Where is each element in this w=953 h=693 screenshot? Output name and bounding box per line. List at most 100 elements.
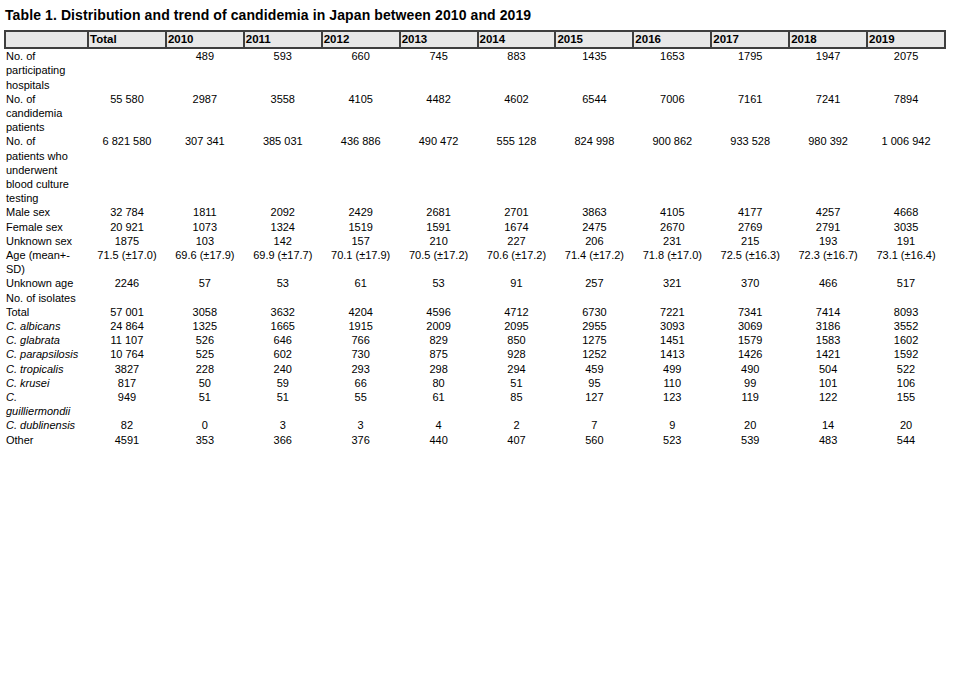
row-label: No. of isolates bbox=[5, 291, 88, 305]
table-cell: 57 001 bbox=[88, 305, 166, 319]
table-cell: 900 862 bbox=[633, 134, 711, 205]
table-cell: 766 bbox=[322, 333, 400, 347]
table-cell bbox=[244, 291, 322, 305]
table-cell: 829 bbox=[400, 333, 478, 347]
table-cell: 3863 bbox=[555, 205, 633, 219]
table-cell: 72.3 (±16.7) bbox=[789, 248, 867, 276]
table-cell bbox=[789, 291, 867, 305]
table-cell: 2429 bbox=[322, 205, 400, 219]
table-row: Other4591353366376440407560523539483544 bbox=[5, 433, 945, 447]
table-row: No. of patients who underwent blood cult… bbox=[5, 134, 945, 205]
table-cell: 53 bbox=[400, 276, 478, 290]
table-cell: 2009 bbox=[400, 319, 478, 333]
table-cell: 525 bbox=[166, 347, 244, 361]
table-cell: 51 bbox=[166, 390, 244, 418]
table-cell: 555 128 bbox=[478, 134, 556, 205]
table-cell: 4591 bbox=[88, 433, 166, 447]
row-label: Male sex bbox=[5, 205, 88, 219]
table-cell: 1275 bbox=[555, 333, 633, 347]
table-cell: 1426 bbox=[711, 347, 789, 361]
table-row: No. of participating hospitals4895936607… bbox=[5, 48, 945, 92]
row-label: C. albicans bbox=[5, 319, 88, 333]
table-cell: 3558 bbox=[244, 92, 322, 135]
table-cell: 3827 bbox=[88, 362, 166, 376]
column-header: 2017 bbox=[711, 31, 789, 48]
table-cell: 949 bbox=[88, 390, 166, 418]
table-cell: 490 472 bbox=[400, 134, 478, 205]
column-header: Total bbox=[88, 31, 166, 48]
column-header: 2016 bbox=[633, 31, 711, 48]
table-cell: 0 bbox=[166, 418, 244, 432]
table-cell: 69.6 (±17.9) bbox=[166, 248, 244, 276]
table-row: C. krusei81750596680519511099101106 bbox=[5, 376, 945, 390]
table-cell: 95 bbox=[555, 376, 633, 390]
table-cell: 3093 bbox=[633, 319, 711, 333]
table-cell: 321 bbox=[633, 276, 711, 290]
table-cell: 210 bbox=[400, 234, 478, 248]
table-cell: 850 bbox=[478, 333, 556, 347]
table-cell: 980 392 bbox=[789, 134, 867, 205]
table-cell: 157 bbox=[322, 234, 400, 248]
table-cell: 191 bbox=[867, 234, 945, 248]
table-cell: 730 bbox=[322, 347, 400, 361]
table-cell: 1591 bbox=[400, 220, 478, 234]
table-cell: 2075 bbox=[867, 48, 945, 92]
table-cell: 61 bbox=[400, 390, 478, 418]
table-cell: 50 bbox=[166, 376, 244, 390]
table-cell: 70.6 (±17.2) bbox=[478, 248, 556, 276]
table-cell: 466 bbox=[789, 276, 867, 290]
table-cell: 142 bbox=[244, 234, 322, 248]
table-cell: 4204 bbox=[322, 305, 400, 319]
row-label: Female sex bbox=[5, 220, 88, 234]
table-cell: 110 bbox=[633, 376, 711, 390]
table-cell: 307 341 bbox=[166, 134, 244, 205]
table-row: C. guilliermondii94951515561851271231191… bbox=[5, 390, 945, 418]
table-cell: 294 bbox=[478, 362, 556, 376]
table-cell: 82 bbox=[88, 418, 166, 432]
table-cell: 119 bbox=[711, 390, 789, 418]
table-cell: 72.5 (±16.3) bbox=[711, 248, 789, 276]
column-header: 2012 bbox=[322, 31, 400, 48]
table-cell: 3058 bbox=[166, 305, 244, 319]
table-cell: 2475 bbox=[555, 220, 633, 234]
column-header: 2011 bbox=[244, 31, 322, 48]
table-cell: 2 bbox=[478, 418, 556, 432]
table-row: Unknown sex18751031421572102272062312151… bbox=[5, 234, 945, 248]
table-cell: 10 764 bbox=[88, 347, 166, 361]
table-cell: 489 bbox=[166, 48, 244, 92]
table-cell: 2681 bbox=[400, 205, 478, 219]
column-header: 2014 bbox=[478, 31, 556, 48]
table-cell: 2670 bbox=[633, 220, 711, 234]
table-cell: 376 bbox=[322, 433, 400, 447]
table-cell: 51 bbox=[478, 376, 556, 390]
table-cell: 523 bbox=[633, 433, 711, 447]
table-cell: 57 bbox=[166, 276, 244, 290]
table-cell: 660 bbox=[322, 48, 400, 92]
row-label: Other bbox=[5, 433, 88, 447]
table-cell: 4105 bbox=[633, 205, 711, 219]
table-cell: 4602 bbox=[478, 92, 556, 135]
table-cell: 4257 bbox=[789, 205, 867, 219]
table-cell: 73.1 (±16.4) bbox=[867, 248, 945, 276]
table-cell: 1875 bbox=[88, 234, 166, 248]
column-header: 2015 bbox=[555, 31, 633, 48]
table-cell bbox=[88, 291, 166, 305]
table-cell: 257 bbox=[555, 276, 633, 290]
table-cell: 103 bbox=[166, 234, 244, 248]
table-cell bbox=[711, 291, 789, 305]
table-cell: 1795 bbox=[711, 48, 789, 92]
table-row: C. dublinensis820334279201420 bbox=[5, 418, 945, 432]
table-cell: 32 784 bbox=[88, 205, 166, 219]
table-cell: 7 bbox=[555, 418, 633, 432]
table-cell: 2955 bbox=[555, 319, 633, 333]
row-label: Unknown age bbox=[5, 276, 88, 290]
table-cell: 123 bbox=[633, 390, 711, 418]
table-cell: 646 bbox=[244, 333, 322, 347]
table-cell: 1665 bbox=[244, 319, 322, 333]
table-cell: 1324 bbox=[244, 220, 322, 234]
table-cell: 7341 bbox=[711, 305, 789, 319]
table-cell: 436 886 bbox=[322, 134, 400, 205]
table-cell: 70.5 (±17.2) bbox=[400, 248, 478, 276]
column-header: 2010 bbox=[166, 31, 244, 48]
table-cell: 1811 bbox=[166, 205, 244, 219]
